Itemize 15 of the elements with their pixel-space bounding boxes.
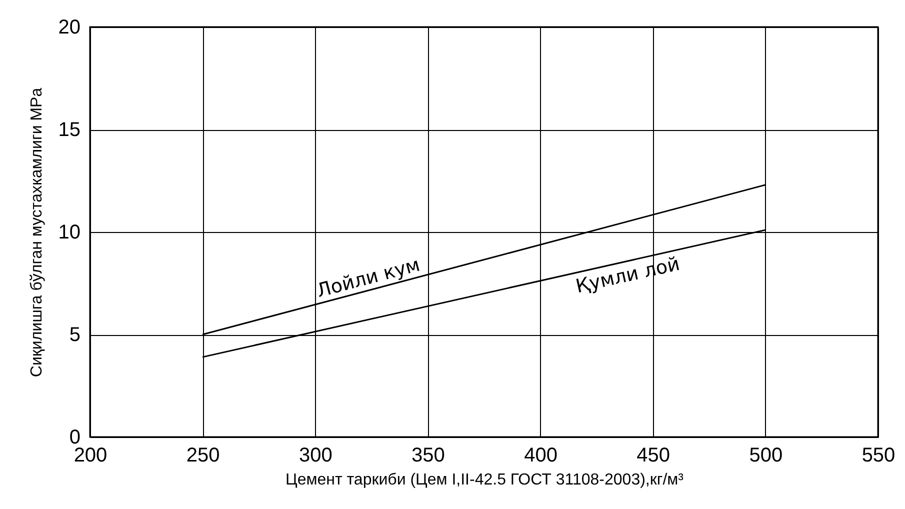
x-tick-label: 300 — [298, 444, 332, 466]
y-tick-label: 10 — [58, 222, 80, 244]
text: Лойли кум — [314, 254, 422, 302]
x-tick-label: 550 — [862, 444, 896, 466]
x-axis-title: Цемент таркиби (Цем I,II-42.5 ГОСТ 31108-2003),кг/м³ — [286, 472, 684, 488]
x-tick-label: 450 — [636, 444, 670, 466]
y-tick-label: 5 — [69, 324, 80, 346]
y-tick-label: 20 — [58, 16, 80, 38]
x-tick-label: 350 — [412, 444, 445, 466]
y-tick-label: 15 — [58, 119, 80, 141]
x-tick-label: 250 — [186, 444, 220, 466]
y-axis-title: Сиқилишга бўлган мустахкамлиги MPa — [28, 88, 46, 378]
x-tick-label: 400 — [524, 444, 558, 466]
text: Қумли лой — [574, 253, 682, 298]
x-tick-label: 500 — [749, 444, 783, 466]
